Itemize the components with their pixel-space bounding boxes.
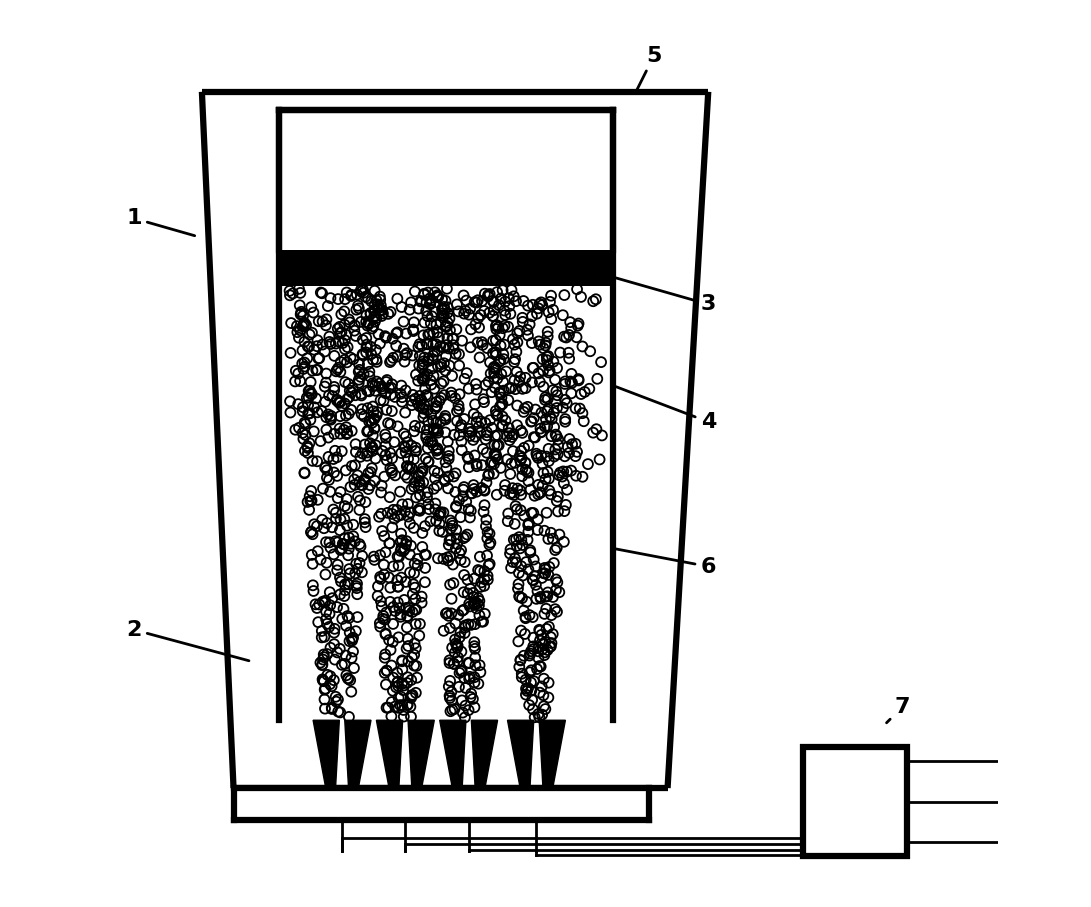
Polygon shape [376, 720, 403, 788]
Bar [233, 788, 649, 820]
Bar [279, 250, 613, 287]
Bar [279, 110, 613, 250]
Polygon shape [539, 720, 565, 788]
Polygon shape [345, 720, 371, 788]
Polygon shape [507, 720, 533, 788]
Text: 4: 4 [616, 386, 716, 432]
Text: 7: 7 [887, 697, 910, 723]
Polygon shape [408, 720, 434, 788]
Bar [279, 110, 613, 720]
Polygon shape [471, 720, 497, 788]
Polygon shape [440, 720, 466, 788]
Text: 3: 3 [616, 278, 716, 315]
Bar [803, 747, 908, 856]
Text: 2: 2 [127, 619, 249, 661]
Text: 5: 5 [637, 45, 662, 89]
Polygon shape [313, 720, 339, 788]
Text: 6: 6 [616, 549, 716, 577]
Text: 1: 1 [127, 209, 194, 236]
